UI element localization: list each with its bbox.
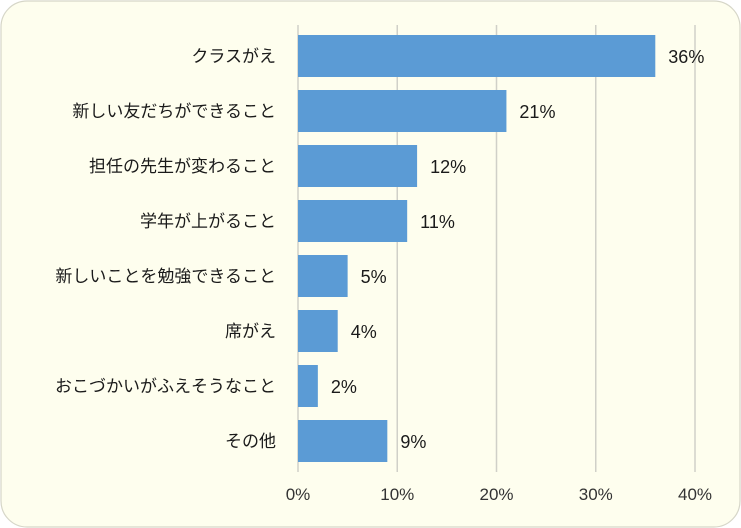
value-labels: 36% 21% 12% 11% 5% 4% 2% 9% [331,47,704,452]
x-tick-label: 0% [286,485,311,504]
bar [298,90,507,132]
bar [298,310,338,352]
category-label: 学年が上がること [140,212,276,232]
x-tick-label: 30% [579,485,613,504]
value-label: 11% [420,212,455,232]
bar [298,35,656,77]
category-label: おこづかいがふえそうなこと [55,377,276,397]
category-label: その他 [225,432,276,452]
value-label: 9% [400,432,426,452]
value-label: 21% [519,102,555,122]
category-label: 席がえ [225,322,276,342]
value-label: 4% [351,322,377,342]
bar [298,255,348,297]
category-labels: クラスがえ新しい友だちができること担任の先生が変わること学年が上がること新しいこ… [55,47,276,452]
category-label: 担任の先生が変わること [89,157,276,177]
bars [298,35,656,462]
category-label: 新しいことを勉強できること [55,267,276,287]
category-label: クラスがえ [191,47,276,67]
x-tick-label: 40% [678,485,712,504]
x-tick-label: 10% [380,485,414,504]
x-axis-tick-labels: 0% 10% 20% 30% 40% [286,485,712,504]
value-label: 36% [668,47,704,67]
bar [298,145,418,187]
bar [298,200,408,242]
value-label: 5% [361,267,387,287]
value-label: 2% [331,377,357,397]
x-tick-label: 20% [479,485,513,504]
value-label: 12% [430,157,466,177]
category-label: 新しい友だちができること [72,102,276,122]
bar [298,420,388,462]
bar [298,365,318,407]
